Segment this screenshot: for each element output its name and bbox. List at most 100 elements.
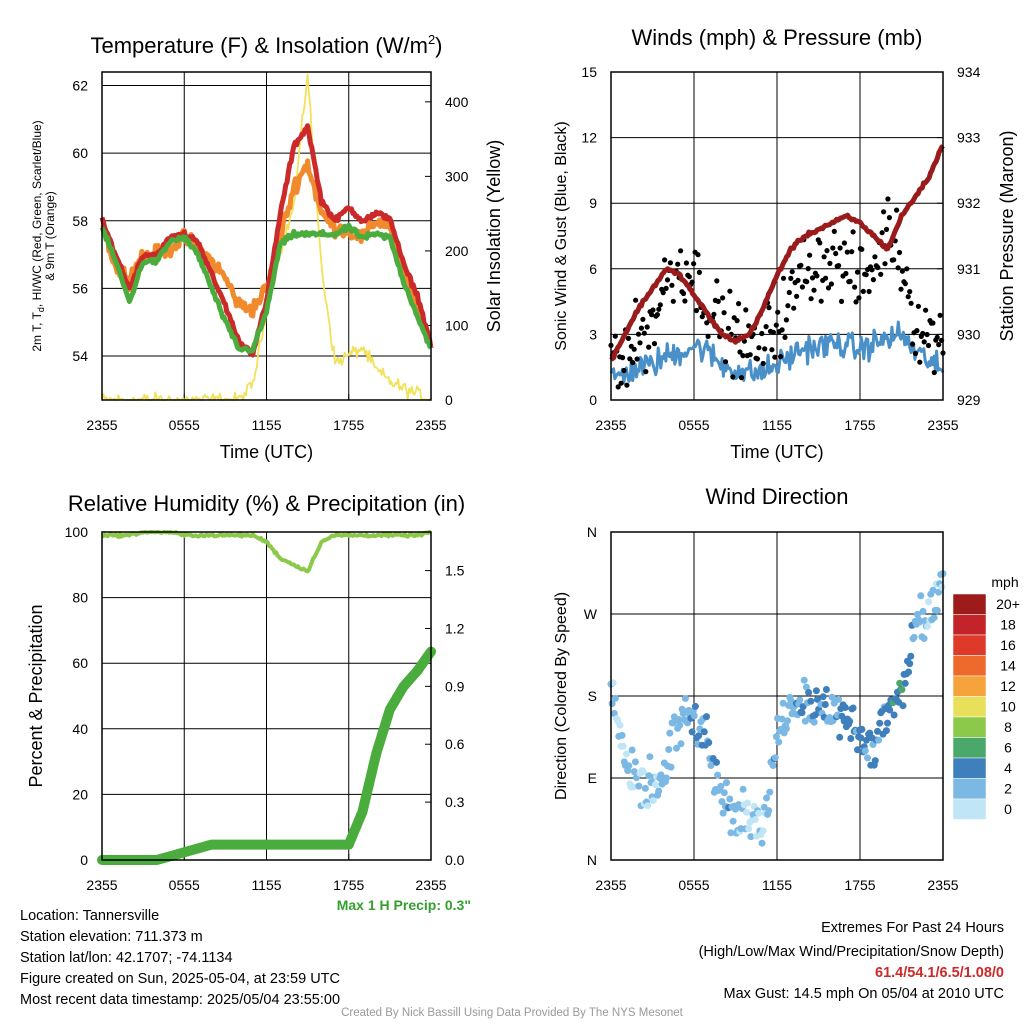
gust-point — [930, 320, 936, 326]
extremes-values: 61.4/54.1/6.5/1.08/0 — [875, 965, 1004, 981]
gust-point — [667, 260, 674, 266]
gust-point — [804, 279, 810, 285]
info-latlon: Station lat/lon: 42.1707; -74.1134 — [20, 950, 233, 966]
gust-point — [775, 309, 781, 315]
legend-swatch — [952, 675, 987, 697]
x-tick-label: 2355 — [927, 417, 958, 433]
gust-point — [905, 294, 911, 300]
gust-point — [923, 307, 929, 313]
direction-point — [719, 809, 727, 817]
y-tick-label: N — [587, 852, 597, 868]
direction-point — [919, 607, 927, 615]
y-axis-label: Sonic Wind & Gust (Blue, Black) — [553, 121, 570, 350]
direction-point — [861, 747, 869, 755]
gust-point — [920, 330, 926, 337]
gust-point — [827, 260, 833, 266]
y-tick-label: 60 — [72, 655, 88, 671]
gust-point — [772, 354, 778, 360]
legend-swatch — [952, 757, 987, 779]
plot-border — [101, 71, 432, 401]
y-axis-label-line2: & 9m T (Orange) — [43, 191, 57, 281]
direction-point — [691, 702, 699, 710]
gust-point — [821, 254, 827, 260]
direction-point — [717, 782, 725, 790]
gust-point — [921, 339, 927, 345]
direction-point — [798, 709, 806, 717]
gust-point — [763, 324, 769, 330]
direction-point — [641, 784, 649, 792]
direction-point — [935, 588, 943, 596]
gust-point — [833, 250, 839, 257]
temperature-insolation-chart: 2355 0555 1155 1755 2355 54 56 58 60 62 0 100 200 300… — [30, 32, 504, 462]
direction-point — [713, 758, 720, 766]
info-created: Figure created on Sun, 2025-05-04, at 23… — [20, 971, 340, 987]
extremes-subtitle: (High/Low/Max Wind/Precipitation/Snow De… — [698, 944, 1004, 960]
gust-point — [643, 369, 649, 375]
gust-point — [934, 334, 940, 340]
gust-point — [875, 264, 881, 271]
y-right-tick-label: 1.2 — [445, 620, 465, 636]
direction-point — [628, 746, 636, 754]
direction-point — [723, 779, 730, 787]
x-tick-label: 1155 — [762, 417, 792, 433]
info-elevation: Station elevation: 711.373 m — [20, 929, 203, 945]
direction-point — [836, 733, 844, 741]
direction-point — [864, 754, 871, 762]
gust-point — [754, 356, 761, 362]
y-right-tick-label: 0.6 — [445, 736, 465, 752]
direction-point — [875, 736, 883, 744]
legend-swatch — [952, 716, 987, 738]
direction-point — [884, 719, 891, 727]
gust-point — [727, 288, 733, 294]
legend-label: 0 — [1004, 801, 1012, 817]
gust-point — [737, 349, 743, 355]
series-td — [99, 222, 434, 354]
legend-swatch — [952, 798, 987, 820]
y-tick-label: 6 — [589, 261, 597, 277]
direction-point — [847, 735, 855, 742]
direction-point — [739, 785, 747, 793]
y-tick-label: 100 — [65, 524, 89, 540]
direction-point — [814, 695, 821, 703]
direction-point — [876, 719, 884, 727]
y-right-tick-label: 0.0 — [445, 852, 465, 868]
chart-title: Wind Direction — [705, 484, 848, 509]
legend-label: 12 — [1000, 678, 1016, 694]
direction-point — [619, 742, 627, 750]
gust-point — [823, 275, 829, 281]
speed-legend: mph 20+ 18 16 14 12 10 8 6 4 2 0 — [952, 574, 1020, 820]
gust-point — [621, 367, 627, 374]
direction-point — [766, 788, 774, 796]
gust-point — [836, 263, 842, 269]
gust-point — [634, 356, 640, 362]
direction-point — [901, 679, 909, 687]
direction-point — [644, 802, 652, 810]
direction-point — [700, 728, 708, 736]
direction-point — [906, 660, 914, 668]
legend-label: 2 — [1004, 781, 1012, 797]
gust-point — [805, 266, 811, 272]
y-axis-label: 2m T, Td, HI/WC (Red, Green, Scarlet/Blu… — [30, 120, 57, 351]
y-right-tick-label: 0 — [445, 392, 453, 408]
direction-point — [835, 695, 843, 703]
gust-point — [759, 330, 765, 337]
gust-point — [925, 342, 932, 349]
x-tick-label: 1155 — [251, 877, 281, 893]
direction-point — [646, 753, 654, 761]
gust-point — [678, 248, 684, 254]
y-tick-label: 56 — [72, 280, 88, 296]
legend-label: 14 — [1000, 658, 1016, 674]
direction-point — [886, 706, 894, 714]
x-tick-label: 1755 — [333, 877, 364, 893]
gust-point — [808, 296, 814, 302]
gust-point — [779, 327, 785, 333]
direction-point — [907, 652, 915, 660]
legend-swatch — [952, 634, 987, 656]
gust-point — [847, 278, 853, 284]
y-tick-label: 12 — [581, 130, 597, 146]
gust-point — [866, 288, 872, 295]
gust-point — [682, 298, 688, 304]
direction-point — [857, 734, 865, 742]
gust-point — [854, 269, 861, 275]
plot-border — [610, 71, 944, 401]
